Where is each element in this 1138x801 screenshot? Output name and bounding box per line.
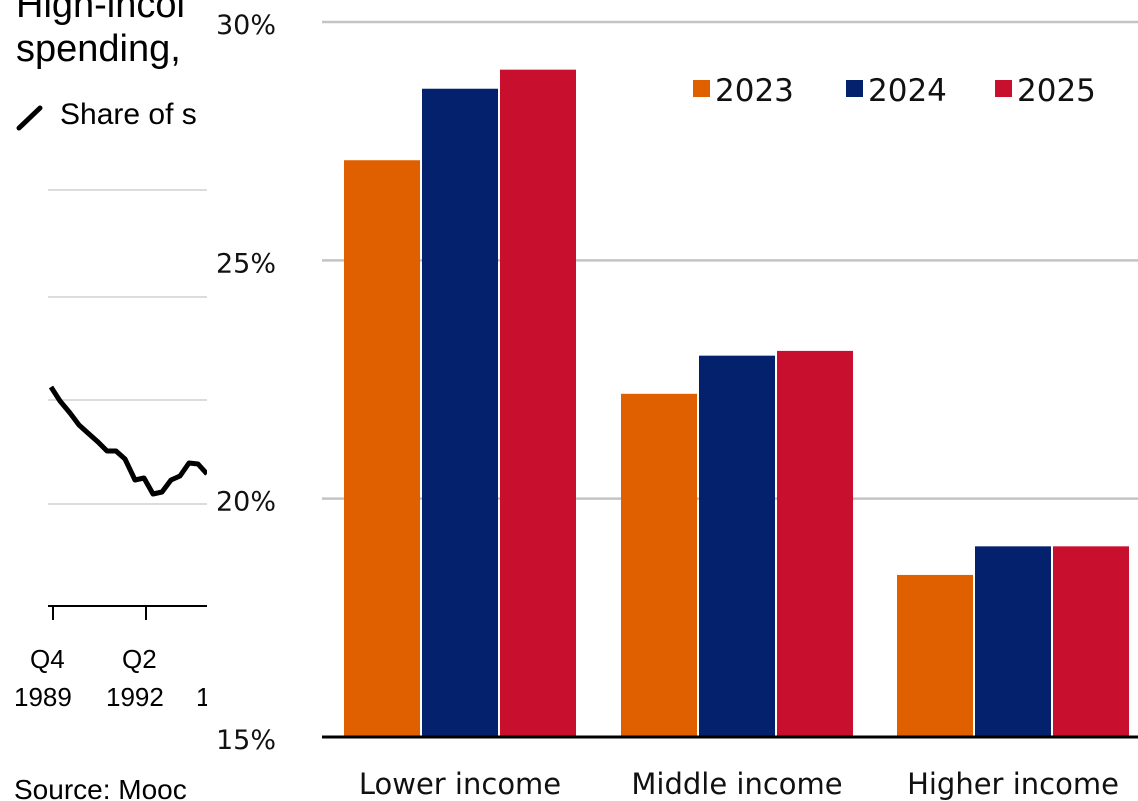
legend-swatch-2024 bbox=[846, 80, 863, 97]
bar-higher-income-2023 bbox=[897, 574, 973, 737]
background-chart-panel: High-incol spending, Share of s Q4 1989 … bbox=[0, 0, 207, 801]
bar-middle-income-2024 bbox=[699, 355, 775, 737]
bar-higher-income-2024 bbox=[975, 546, 1051, 737]
bar-lower-income-2025 bbox=[500, 69, 576, 737]
background-source: Source: Mooc bbox=[14, 774, 187, 801]
y-tick-label-1: 20% bbox=[216, 487, 276, 518]
background-tick-year-2: 1 bbox=[196, 682, 207, 712]
bar-middle-income-2023 bbox=[621, 393, 697, 737]
bar-lower-income-2024 bbox=[422, 88, 498, 737]
y-tick-label-3: 30% bbox=[216, 10, 276, 41]
bar-middle-income-2025 bbox=[777, 350, 853, 737]
line-legend-icon bbox=[16, 105, 43, 131]
background-tick-year-1: 1992 bbox=[106, 682, 164, 712]
y-tick-label-2: 25% bbox=[216, 248, 276, 279]
background-tick-quarter-0: Q4 bbox=[30, 644, 65, 674]
background-tick-quarter-1: Q2 bbox=[122, 644, 157, 674]
bar-lower-income-2023 bbox=[344, 160, 420, 737]
background-line-chart bbox=[48, 189, 207, 620]
legend-swatch-2023 bbox=[693, 80, 710, 97]
background-chart-title-line2: spending, bbox=[16, 28, 181, 70]
bar-higher-income-2025 bbox=[1053, 546, 1129, 737]
x-tick-label-1: Middle income bbox=[631, 767, 842, 801]
background-tick-year-0: 1989 bbox=[14, 682, 72, 712]
background-series-line bbox=[48, 385, 207, 497]
x-tick-label-2: Higher income bbox=[907, 767, 1119, 801]
background-legend-label: Share of s bbox=[60, 98, 197, 131]
x-tick-label-0: Lower income bbox=[359, 767, 561, 801]
background-chart-title-line1: High-incol bbox=[16, 0, 185, 26]
legend-label-2024: 2024 bbox=[868, 73, 947, 109]
legend-label-2025: 2025 bbox=[1017, 73, 1096, 109]
y-tick-label-0: 15% bbox=[216, 725, 276, 756]
legend-swatch-2025 bbox=[995, 80, 1012, 97]
legend-label-2023: 2023 bbox=[715, 73, 794, 109]
